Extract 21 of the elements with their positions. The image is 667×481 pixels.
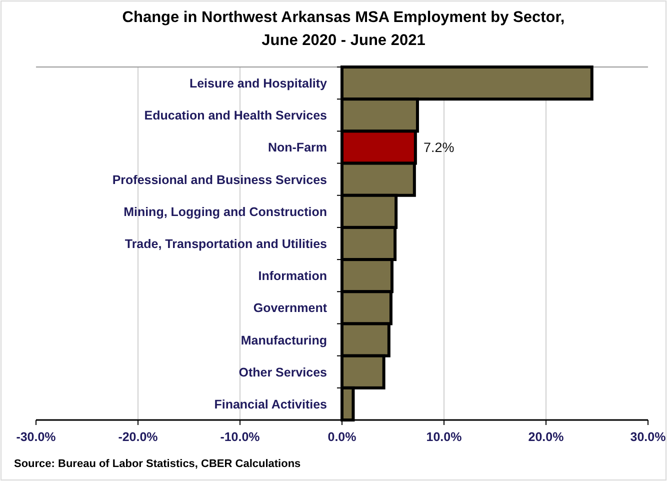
y-tick-label: Professional and Business Services [112,172,328,187]
y-tick-label: Trade, Transportation and Utilities [124,237,328,251]
y-tick-label: Leisure and Hospitality [189,76,328,91]
y-tick-label: Mining, Logging and Construction [124,204,327,219]
x-tick-label: -30.0% [16,430,56,444]
source-note: Source: Bureau of Labor Statistics, CBER Calculations [14,458,301,470]
x-tick-label: 20.0% [528,430,564,444]
y-tick-label: Other Services [238,365,328,380]
y-tick-label: Manufacturing [240,333,327,348]
x-tick-label: 0.0% [328,430,356,444]
y-tick-label: Government [253,301,328,316]
x-tick-label: -10.0% [220,430,260,444]
x-tick-label: 30.0% [630,430,666,444]
x-tick-label: -20.0% [118,430,158,444]
x-tick-label: 10.0% [426,430,462,444]
y-tick-label: Financial Activities [214,397,328,412]
y-tick-label: Non-Farm [268,140,327,155]
y-tick-label: Information [258,269,327,284]
y-tick-label: Education and Health Services [144,108,328,123]
data-label: 7.2% [423,140,454,156]
chart-title: Change in Northwest Arkansas MSA Employment by Sector, June 2020 - June 2021 [122,9,565,49]
